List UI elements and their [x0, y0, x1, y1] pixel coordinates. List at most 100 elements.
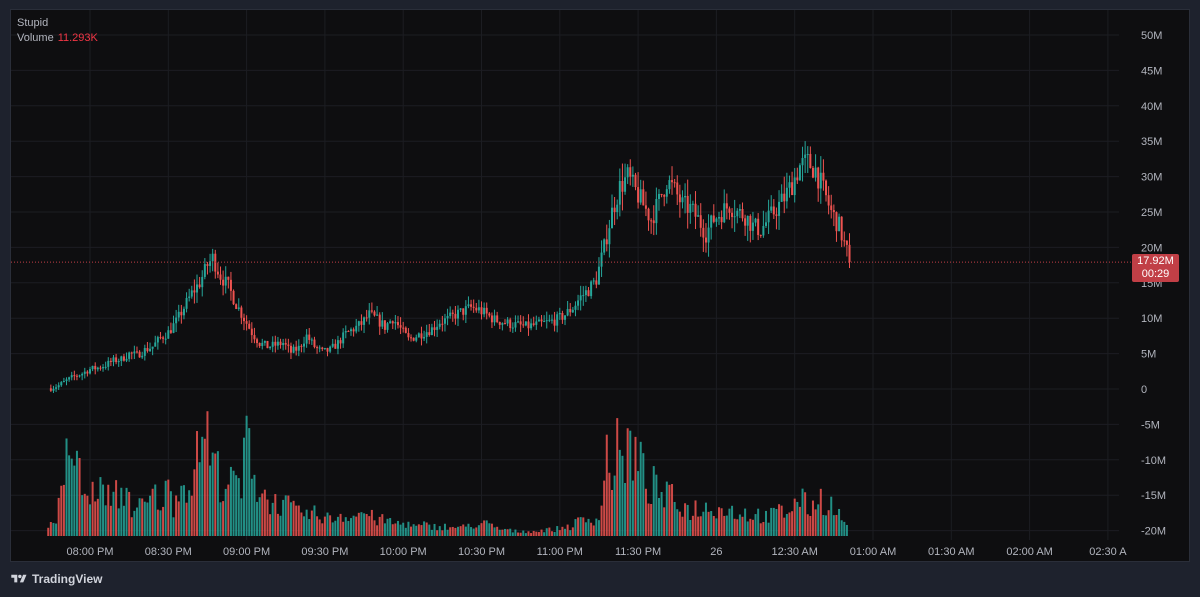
candle-body — [355, 325, 358, 332]
candle-body — [686, 195, 689, 213]
chart-panel[interactable]: 50M 45M 40M 35M 30M 25M 20M 15M 10M 5M 0 -5M -10M -15… — [10, 9, 1190, 562]
candle-body — [503, 323, 506, 325]
candle-body — [263, 340, 266, 343]
volume-bar — [115, 480, 118, 536]
volume-value: 11.293K — [57, 32, 98, 44]
y-tick-label: 20M — [1141, 242, 1162, 254]
volume-bar — [261, 493, 264, 536]
candle-body — [485, 307, 488, 314]
volume-bar — [412, 524, 415, 536]
candle-body — [676, 182, 679, 195]
volume-bar — [736, 519, 739, 536]
volume-bar — [326, 512, 329, 536]
candle-body — [300, 345, 303, 347]
candle-body — [295, 346, 298, 351]
volume-bar — [146, 502, 149, 536]
symbol-name[interactable]: Stupid — [17, 17, 49, 29]
volume-bar — [527, 531, 530, 536]
candle-body — [506, 319, 509, 324]
volume-bar — [676, 509, 679, 536]
volume-bar — [365, 514, 368, 536]
candle-body — [389, 321, 392, 324]
candle-body — [830, 205, 833, 211]
candle-body — [592, 280, 595, 282]
candle-body — [637, 187, 640, 203]
candle-body — [723, 203, 726, 223]
volume-bar — [436, 530, 439, 536]
candle-body — [365, 317, 368, 319]
volume-bar — [156, 509, 159, 536]
volume-bar — [788, 512, 791, 536]
candle-body — [182, 308, 185, 316]
volume-bar — [506, 529, 509, 536]
volume-bar — [793, 498, 796, 536]
volume-bar — [75, 450, 78, 536]
candle-body — [741, 209, 744, 219]
x-tick-label: 11:00 PM — [537, 546, 583, 558]
candle-body — [383, 320, 386, 330]
candle-body — [835, 212, 838, 232]
volume-bar — [798, 506, 801, 536]
volume-bar — [480, 523, 483, 536]
candle-body — [451, 312, 454, 314]
volume-legend[interactable]: Volume 11.293K — [17, 31, 98, 46]
chart-canvas[interactable]: 50M45M40M35M30M25M20M15M10M5M0-5M-10M-15… — [11, 10, 1191, 563]
volume-bar — [164, 480, 167, 536]
volume-bar — [671, 484, 674, 536]
x-tick-label: 09:30 PM — [301, 546, 348, 558]
candle-body — [167, 330, 170, 339]
candle-body — [751, 222, 754, 231]
candle-body — [229, 279, 232, 291]
candle-body — [256, 339, 259, 343]
volume-bar — [141, 498, 144, 536]
candle-body — [321, 347, 324, 350]
volume-bar — [584, 522, 587, 536]
volume-bar — [718, 507, 721, 536]
candle-body — [368, 310, 371, 318]
volume-bar — [712, 515, 715, 536]
volume-bar — [637, 471, 640, 536]
volume-bar — [592, 525, 595, 536]
volume-bar — [822, 515, 825, 536]
candle-body — [109, 360, 112, 362]
candle-body — [107, 360, 110, 367]
volume-bar — [780, 505, 783, 536]
volume-bar — [624, 482, 627, 536]
candle-body — [313, 339, 316, 348]
candle-body — [172, 323, 175, 333]
x-tick-label: 09:00 PM — [223, 546, 270, 558]
candle-body — [566, 308, 569, 316]
volume-bar — [386, 518, 389, 536]
volume-bar — [250, 478, 253, 536]
tradingview-branding[interactable]: TradingView — [10, 572, 102, 586]
volume-bar — [470, 527, 473, 536]
volume-bar — [754, 514, 757, 536]
candle-body — [334, 343, 337, 349]
x-axis[interactable]: 08:00 PM 08:30 PM 09:00 PM 09:30 PM 10:00 PM… — [66, 546, 1127, 558]
candle-body — [577, 300, 580, 306]
volume-bar — [70, 458, 73, 536]
candle-body — [467, 304, 470, 307]
candle-body — [517, 321, 520, 323]
candle-body — [780, 193, 783, 202]
candle-body — [308, 334, 311, 340]
candle-body — [848, 244, 851, 263]
volume-bar — [791, 511, 794, 536]
candle-body — [657, 193, 660, 199]
candle-body — [143, 348, 146, 356]
candle-body — [446, 316, 449, 319]
candle-body — [817, 167, 820, 189]
candle-body — [279, 341, 282, 346]
candle-body — [276, 341, 279, 346]
candle-body — [70, 375, 73, 378]
volume-bar — [279, 515, 282, 536]
candle-body — [449, 312, 452, 317]
volume-bar — [650, 503, 653, 536]
candle-body — [441, 323, 444, 325]
volume-bar — [540, 529, 543, 536]
volume-bar — [634, 436, 637, 536]
candle-body — [689, 203, 692, 213]
volume-bar — [83, 493, 86, 536]
y-axis[interactable]: 50M45M40M35M30M25M20M15M10M5M0-5M-10M-15… — [1141, 30, 1166, 538]
candle-body — [154, 342, 157, 347]
